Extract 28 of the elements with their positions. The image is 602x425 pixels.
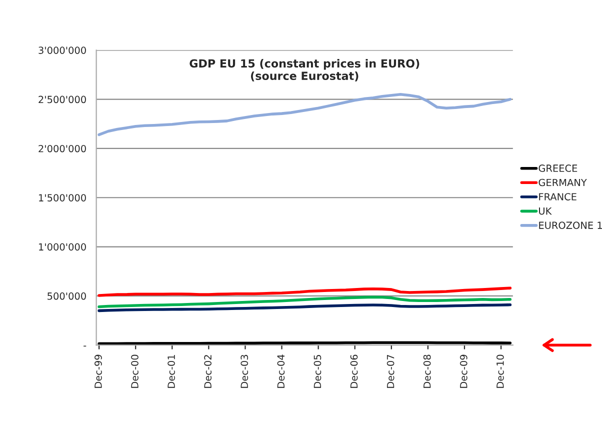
x-tick-label: Dec-09 (460, 354, 468, 388)
x-tick-label: Dec-02 (204, 355, 212, 388)
x-tick-label: Dec-01 (168, 355, 175, 388)
x-tick-label: Dec-04 (277, 354, 285, 388)
y-tick-label: - (84, 346, 86, 347)
x-tick-label: Dec-06 (350, 354, 358, 388)
x-tick-label: Dec-05 (314, 354, 322, 388)
y-tick-label: 500'000 (48, 292, 86, 300)
text: GDP EU 15 (constant prices in EURO) (source Eurostat) (190, 59, 420, 82)
x-tick-label: Dec-10 (496, 354, 504, 388)
x-tick-label: Dec-07 (386, 354, 394, 388)
x-tick-label: Dec-08 (423, 354, 431, 388)
legend-label: GREECE (538, 164, 578, 172)
line-series (98, 93, 512, 136)
x-tick-label: Dec-00 (131, 354, 138, 388)
legend-label: EUROZONE 1 (539, 222, 602, 229)
legend-label: UK (539, 207, 552, 215)
y-tick-label: 1'500'000 (39, 194, 86, 202)
y-tick-label: 2'000'000 (38, 144, 86, 152)
y-tick-label: 2'500'000 (38, 96, 86, 104)
x-tick-label: Dec-99 (94, 354, 102, 388)
legend-label: GERMANY (538, 178, 587, 186)
y-tick-label: 3'000'000 (38, 46, 86, 54)
y-tick-label: 1'000'000 (39, 243, 86, 251)
line-series (98, 296, 512, 308)
line-series (98, 286, 512, 297)
legend-label: FRANCE (539, 193, 576, 200)
x-tick-label: Dec-03 (240, 354, 248, 388)
